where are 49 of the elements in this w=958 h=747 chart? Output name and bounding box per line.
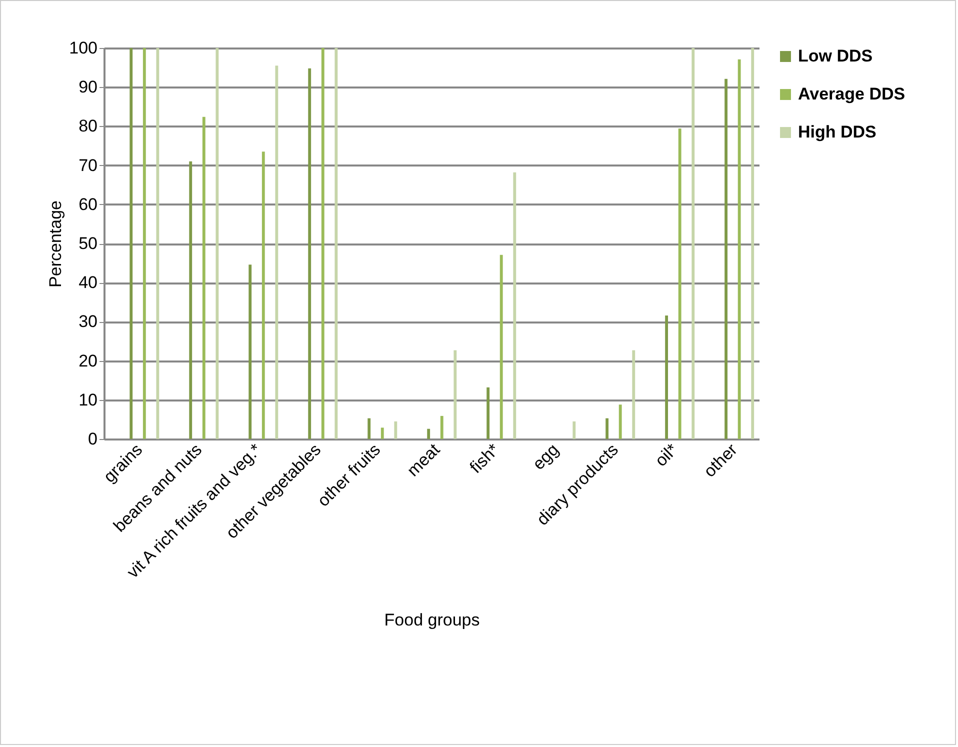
bar [513, 172, 516, 439]
legend-label: High DDS [798, 122, 876, 142]
y-axis-title: Percentage [46, 200, 66, 288]
bar [142, 48, 146, 439]
bar [606, 418, 609, 439]
y-tick-label: 30 [78, 312, 98, 332]
bar [678, 128, 682, 439]
x-axis-title: Food groups [384, 610, 480, 630]
bar [308, 68, 312, 439]
x-tick-label: oil* [651, 440, 682, 470]
y-tick-label: 60 [78, 194, 98, 214]
bar [738, 59, 741, 439]
bar [321, 48, 324, 439]
bar [454, 350, 457, 439]
bar [692, 48, 695, 439]
x-tick-label: egg [529, 440, 563, 474]
bar [751, 48, 754, 439]
legend-label: Low DDS [798, 46, 873, 66]
bar [216, 48, 219, 439]
bar [427, 428, 430, 439]
bar [380, 428, 384, 439]
y-tick-label: 90 [78, 78, 98, 97]
y-tick-label: 80 [78, 116, 98, 136]
bar [262, 152, 265, 439]
bar [248, 264, 252, 439]
bar [202, 116, 206, 439]
bar [618, 404, 622, 439]
y-tick-label: 70 [78, 156, 98, 175]
legend-label: Average DDS [798, 84, 906, 104]
bar [156, 48, 160, 439]
bar [724, 78, 728, 439]
y-tick-label: 20 [78, 351, 98, 370]
bar [334, 48, 338, 439]
bar [665, 315, 668, 439]
bar [632, 350, 636, 439]
y-tick-label: 50 [78, 234, 98, 253]
bar [130, 48, 133, 439]
bar [275, 66, 278, 439]
bar [368, 418, 371, 439]
bar [394, 421, 398, 439]
bar [500, 254, 503, 439]
bar [440, 416, 444, 439]
y-tick-label: 100 [69, 38, 98, 58]
bar [572, 421, 576, 439]
y-tick-label: 0 [88, 430, 98, 448]
bar [189, 161, 192, 439]
y-tick-label: 10 [78, 390, 98, 410]
bar [486, 387, 490, 439]
y-tick-label: 40 [78, 273, 98, 292]
